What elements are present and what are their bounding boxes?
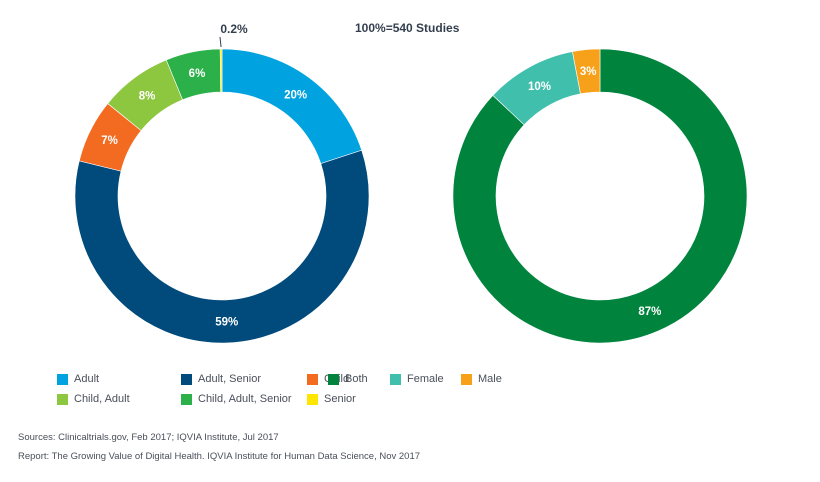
legend-swatch — [57, 373, 68, 385]
legend-swatch — [57, 393, 68, 405]
legend-swatch — [328, 373, 339, 385]
label-leader-line — [219, 36, 222, 48]
slice-both — [452, 48, 748, 344]
legend-item: Adult, Senior — [181, 373, 261, 385]
legend-swatch — [181, 373, 192, 385]
legend-item: Child, Adult, Senior — [181, 393, 292, 405]
legend-item: Senior — [307, 393, 356, 405]
legend-label: Male — [478, 373, 502, 385]
slice-male — [572, 48, 601, 95]
slice-adult — [221, 48, 363, 164]
legend-label: Both — [345, 373, 368, 385]
legend-label: Child, Adult — [74, 393, 130, 405]
legend-swatch — [181, 393, 192, 405]
legend-label: Adult, Senior — [198, 373, 261, 385]
sources-note: Sources: Clinicaltrials.gov, Feb 2017; I… — [18, 432, 279, 443]
data-label: 0.2% — [220, 22, 248, 36]
legend-swatch — [461, 373, 472, 385]
legend-swatch — [307, 373, 318, 385]
legend-item: Female — [390, 373, 444, 385]
legend-item: Child, Adult — [57, 393, 130, 405]
data-label: 20% — [284, 89, 307, 101]
report-note: Report: The Growing Value of Digital Hea… — [18, 451, 421, 462]
legend-label: Female — [407, 373, 444, 385]
data-label: 6% — [189, 68, 206, 80]
data-label: 8% — [139, 90, 156, 102]
legend-label: Adult — [74, 373, 100, 385]
chart-subtitle: 100%=540 Studies — [355, 21, 460, 35]
legend-item: Male — [461, 373, 502, 385]
data-label: 87% — [638, 306, 661, 318]
data-label: 3% — [580, 66, 597, 78]
data-label: 59% — [215, 316, 238, 328]
legend-item: Both — [328, 373, 368, 385]
legend-swatch — [307, 393, 318, 405]
data-label: 7% — [101, 135, 118, 147]
legend-label: Senior — [324, 393, 356, 405]
data-label: 10% — [528, 81, 551, 93]
legend-swatch — [390, 373, 401, 385]
slice-adult-senior — [74, 149, 370, 344]
slice-senior — [219, 48, 223, 93]
legend-item: Adult — [57, 373, 99, 385]
legend-label: Child, Adult, Senior — [198, 393, 292, 405]
